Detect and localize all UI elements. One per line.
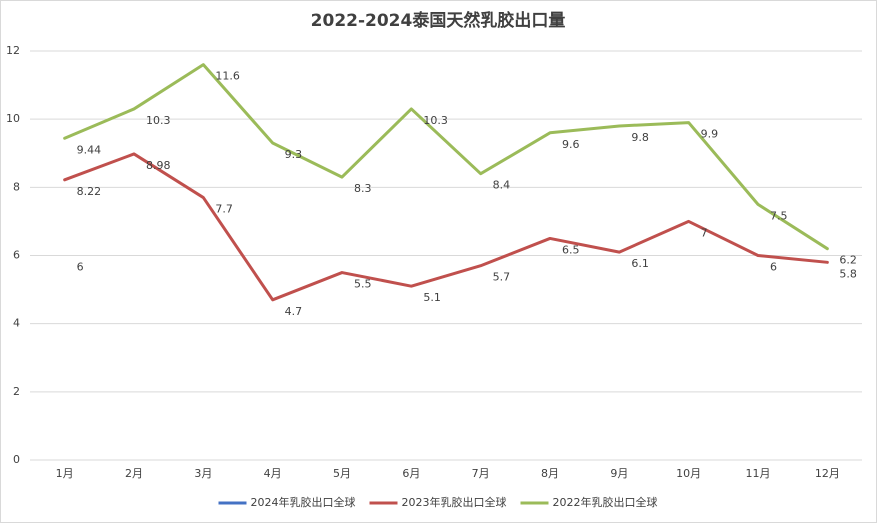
data-label: 10.3: [146, 114, 171, 127]
y-tick-label: 12: [6, 44, 20, 57]
data-label: 7: [701, 226, 708, 239]
data-label: 8.98: [146, 159, 171, 172]
data-label: 5.1: [423, 291, 441, 304]
x-tick-label: 11月: [746, 467, 771, 480]
data-label: 4.7: [285, 305, 303, 318]
y-tick-label: 6: [13, 249, 20, 262]
y-tick-label: 8: [13, 180, 20, 193]
data-label: 9.6: [562, 138, 580, 151]
data-label: 6.1: [631, 257, 649, 270]
data-label: 9.3: [285, 148, 303, 161]
data-label: 6: [77, 261, 84, 274]
data-label: 6: [770, 261, 777, 274]
y-tick-label: 2: [13, 385, 20, 398]
x-tick-label: 5月: [333, 467, 351, 480]
x-tick-label: 7月: [472, 467, 490, 480]
series-line: [63, 63, 829, 251]
series-line: [63, 152, 829, 302]
data-label: 8.22: [77, 185, 102, 198]
data-label: 6.2: [839, 254, 857, 267]
data-label: 10.3: [423, 114, 448, 127]
y-tick-label: 0: [13, 453, 20, 466]
x-tick-label: 4月: [264, 467, 282, 480]
data-label: 11.6: [215, 70, 240, 83]
data-label: 9.44: [77, 143, 102, 156]
data-label: 9.8: [631, 131, 649, 144]
x-tick-label: 6月: [402, 467, 420, 480]
data-label: 8.4: [493, 179, 511, 192]
data-label: 7.7: [215, 203, 233, 216]
y-tick-label: 10: [6, 112, 20, 125]
legend-label: 2023年乳胶出口全球: [402, 495, 507, 509]
x-tick-label: 9月: [610, 467, 628, 480]
x-tick-label: 1月: [56, 467, 74, 480]
data-label: 8.3: [354, 182, 372, 195]
x-tick-label: 8月: [541, 467, 559, 480]
data-label: 9.9: [701, 128, 719, 141]
chart-title: 2022-2024泰国天然乳胶出口量: [311, 10, 566, 31]
x-tick-label: 3月: [194, 467, 212, 480]
data-label: 5.7: [493, 271, 511, 284]
data-label: 5.5: [354, 278, 372, 291]
x-tick-label: 2月: [125, 467, 143, 480]
data-label: 5.8: [839, 267, 857, 280]
y-tick-label: 4: [13, 317, 20, 330]
x-tick-label: 10月: [676, 467, 701, 480]
data-label: 6.5: [562, 243, 580, 256]
legend-label: 2022年乳胶出口全球: [553, 495, 658, 509]
data-label: 7.5: [770, 209, 788, 222]
legend-label: 2024年乳胶出口全球: [251, 495, 356, 509]
x-tick-label: 12月: [815, 467, 840, 480]
